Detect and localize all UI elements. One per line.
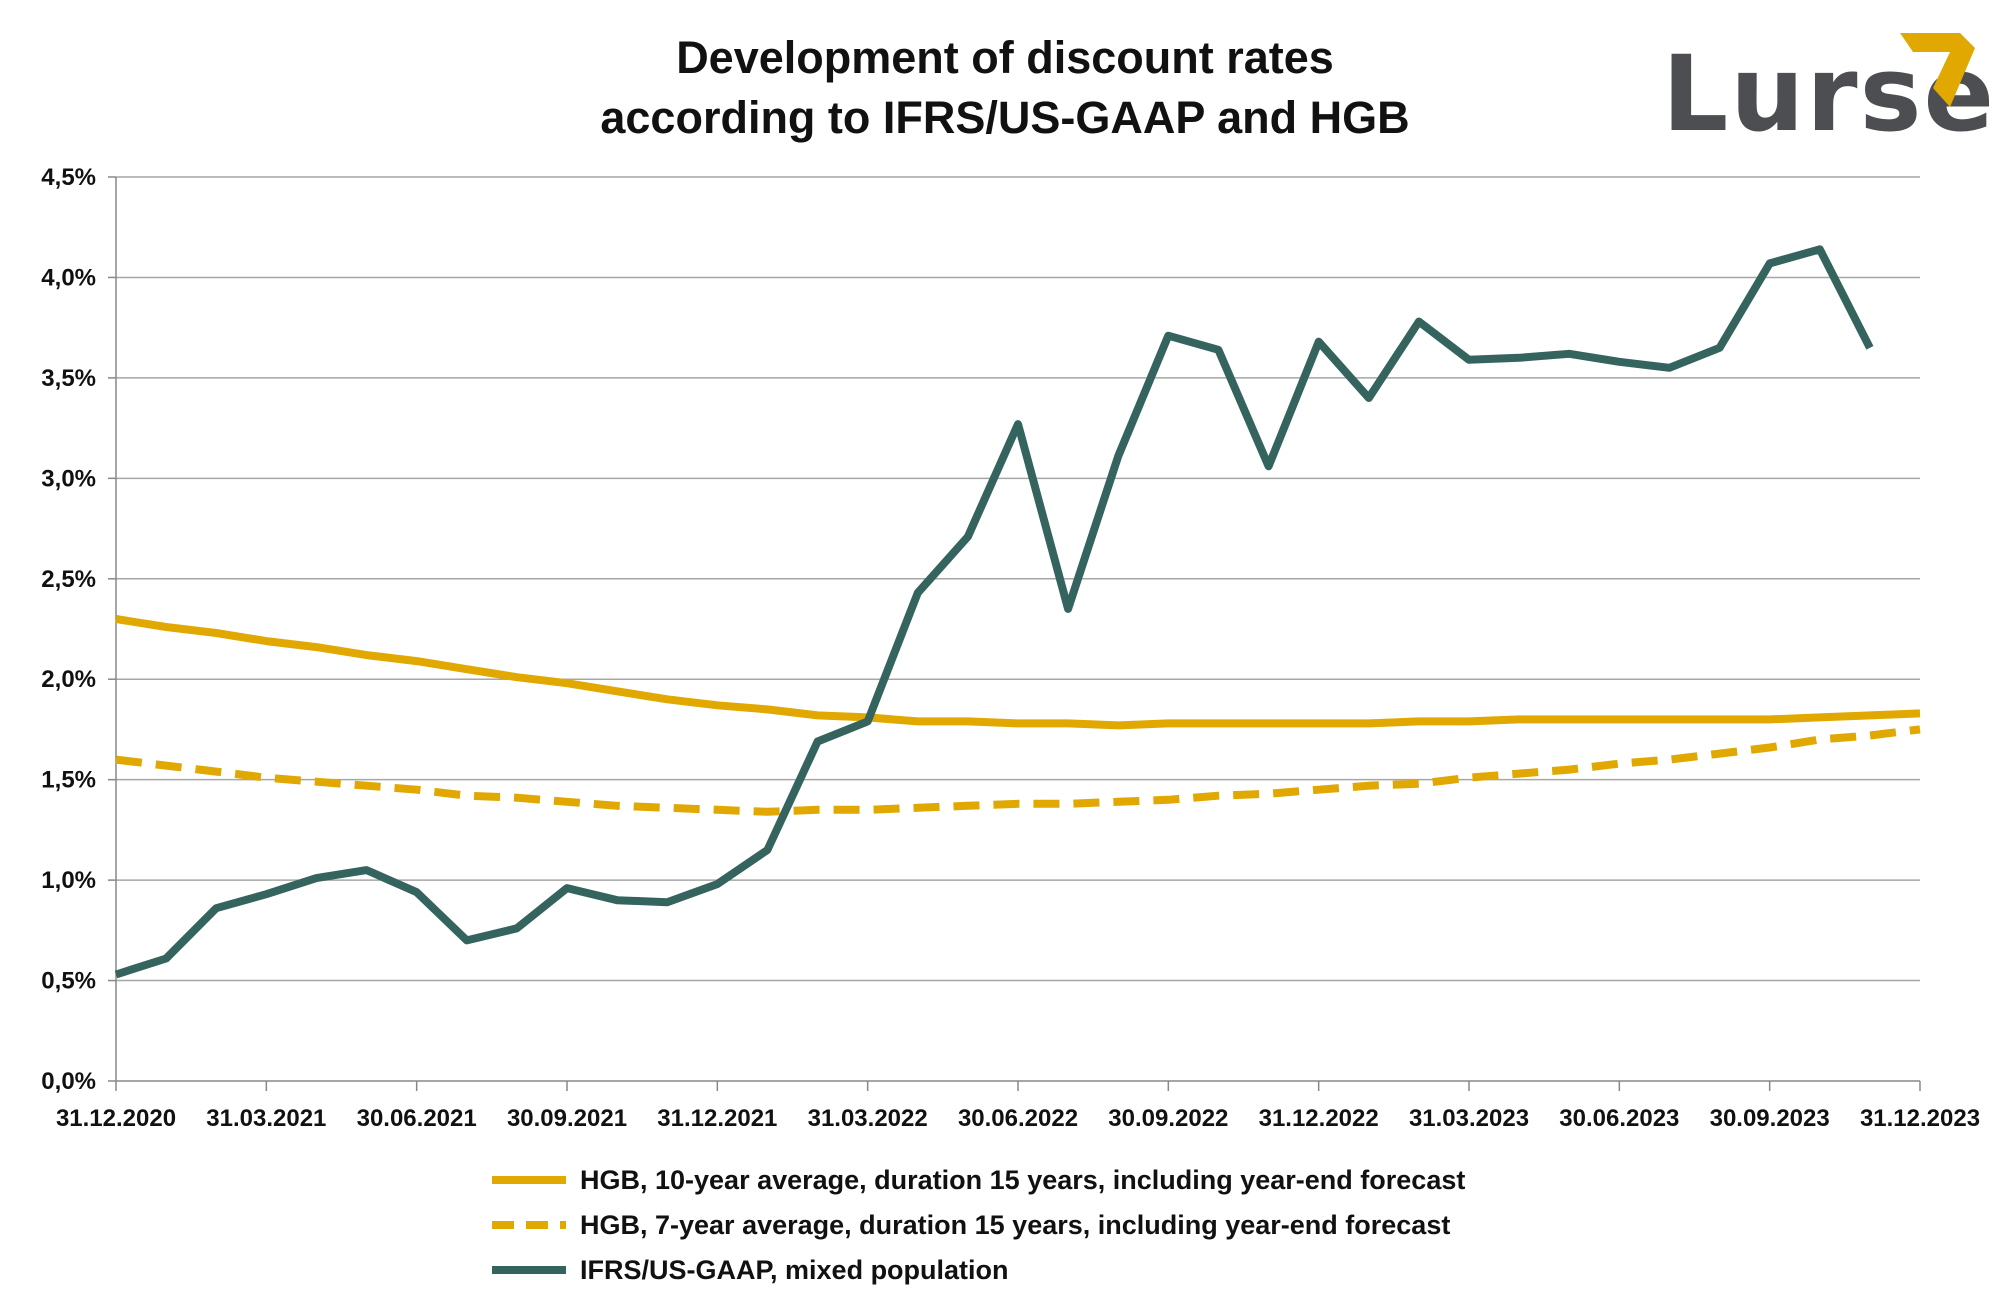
- series-line-1: [115, 615, 1921, 730]
- x-tick-label: 31.03.2021: [206, 1105, 326, 1132]
- x-tick-label: 30.06.2023: [1559, 1105, 1679, 1132]
- series-line-2: [115, 725, 1921, 816]
- x-tick-label: 30.09.2021: [507, 1105, 627, 1132]
- y-tick-label: 2,0%: [41, 666, 96, 693]
- y-tick-label: 0,5%: [41, 968, 96, 995]
- series-line-3: [114, 245, 1874, 979]
- legend-label: HGB, 7-year average, duration 15 years, …: [580, 1210, 1450, 1240]
- chart-title-line-2: according to IFRS/US-GAAP and HGB: [600, 92, 1410, 143]
- x-tick-label: 30.06.2022: [958, 1105, 1078, 1132]
- x-tick-label: 31.12.2023: [1860, 1105, 1980, 1132]
- x-tick-label: 31.03.2023: [1409, 1105, 1529, 1132]
- y-tick-label: 1,5%: [41, 767, 96, 794]
- chart-title: Development of discount rates according …: [0, 28, 2000, 148]
- x-tick-label: 30.09.2023: [1710, 1105, 1830, 1132]
- x-tick-label: 30.06.2021: [357, 1105, 477, 1132]
- logo-mark-icon: [1900, 33, 1975, 107]
- x-tick-label: 31.03.2022: [808, 1105, 928, 1132]
- chart-title-line-1: Development of discount rates: [676, 32, 1334, 83]
- y-tick-label: 4,5%: [41, 164, 96, 191]
- x-tick-label: 31.12.2022: [1259, 1105, 1379, 1132]
- y-tick-label: 0,0%: [41, 1068, 96, 1095]
- legend-item: HGB, 7-year average, duration 15 years, …: [492, 1210, 1450, 1240]
- y-tick-label: 3,0%: [41, 465, 96, 492]
- x-tick-label: 31.12.2020: [56, 1105, 176, 1132]
- legend-item: IFRS/US-GAAP, mixed population: [492, 1255, 1009, 1285]
- legend-label: HGB, 10-year average, duration 15 years,…: [580, 1165, 1465, 1195]
- legend-label: IFRS/US-GAAP, mixed population: [580, 1255, 1009, 1285]
- y-tick-label: 4,0%: [41, 264, 96, 291]
- x-tick-label: 30.09.2022: [1108, 1105, 1228, 1132]
- y-tick-label: 3,5%: [41, 365, 96, 392]
- legend-item: HGB, 10-year average, duration 15 years,…: [492, 1165, 1465, 1195]
- y-tick-label: 1,0%: [41, 867, 96, 894]
- lurse-logo: Lurse: [1662, 33, 1994, 155]
- y-tick-label: 2,5%: [41, 566, 96, 593]
- x-tick-label: 31.12.2021: [657, 1105, 777, 1132]
